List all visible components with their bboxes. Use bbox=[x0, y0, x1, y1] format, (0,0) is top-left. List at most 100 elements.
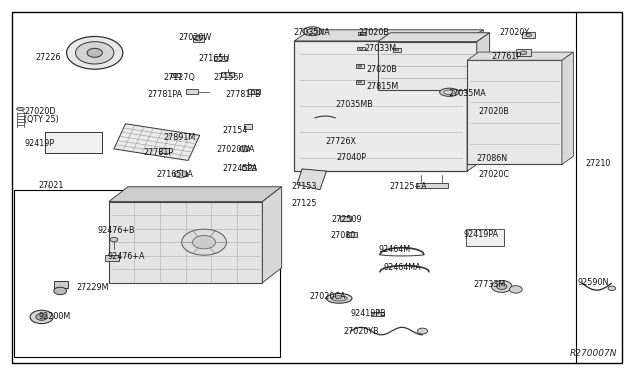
Text: 27127Q: 27127Q bbox=[164, 73, 196, 82]
Circle shape bbox=[174, 170, 187, 178]
Text: 27080: 27080 bbox=[330, 231, 355, 240]
Polygon shape bbox=[562, 52, 573, 164]
Text: 27733M: 27733M bbox=[474, 280, 506, 289]
Text: 92476+B: 92476+B bbox=[97, 226, 135, 235]
Ellipse shape bbox=[17, 108, 24, 110]
Ellipse shape bbox=[303, 27, 322, 36]
Bar bbox=[244, 124, 252, 129]
Bar bbox=[356, 80, 364, 84]
Bar bbox=[159, 148, 169, 153]
Text: 27245PA: 27245PA bbox=[223, 164, 258, 173]
Text: 27761P: 27761P bbox=[492, 52, 522, 61]
Polygon shape bbox=[467, 30, 483, 171]
Bar bbox=[45, 132, 102, 153]
Circle shape bbox=[67, 36, 123, 69]
Polygon shape bbox=[122, 132, 196, 144]
Circle shape bbox=[239, 146, 250, 152]
Text: 27229M: 27229M bbox=[77, 283, 109, 292]
Text: (QTY 25): (QTY 25) bbox=[24, 115, 59, 124]
Text: 27020B: 27020B bbox=[358, 28, 389, 37]
Text: 27125+A: 27125+A bbox=[389, 182, 427, 191]
Bar bbox=[516, 49, 531, 56]
Polygon shape bbox=[378, 33, 490, 42]
Polygon shape bbox=[297, 169, 326, 190]
Text: 27165UA: 27165UA bbox=[156, 170, 193, 179]
Circle shape bbox=[520, 51, 527, 55]
Circle shape bbox=[497, 283, 507, 289]
Circle shape bbox=[608, 286, 616, 291]
Text: 27021: 27021 bbox=[38, 181, 64, 190]
Text: 92476+A: 92476+A bbox=[108, 252, 145, 261]
Text: 27040P: 27040P bbox=[337, 153, 367, 162]
Text: 27891M: 27891M bbox=[163, 133, 195, 142]
FancyBboxPatch shape bbox=[114, 124, 200, 160]
Text: 27125: 27125 bbox=[292, 199, 317, 208]
Text: 27020D: 27020D bbox=[24, 107, 56, 116]
Bar bbox=[393, 48, 401, 52]
Bar bbox=[105, 255, 119, 261]
Bar bbox=[221, 72, 234, 77]
Text: 92419PB: 92419PB bbox=[351, 309, 387, 318]
Text: 27226: 27226 bbox=[35, 53, 61, 62]
Circle shape bbox=[395, 49, 399, 51]
Bar bbox=[378, 42, 477, 90]
Circle shape bbox=[87, 48, 102, 57]
Text: 27020YB: 27020YB bbox=[343, 327, 379, 336]
Bar bbox=[109, 202, 262, 283]
Polygon shape bbox=[151, 129, 163, 155]
Bar bbox=[54, 281, 68, 288]
Circle shape bbox=[492, 280, 512, 292]
Circle shape bbox=[110, 237, 118, 242]
Text: 27035MA: 27035MA bbox=[448, 89, 486, 98]
Circle shape bbox=[54, 287, 67, 295]
Text: 27781PA: 27781PA bbox=[147, 90, 182, 99]
Polygon shape bbox=[123, 125, 135, 150]
Bar bbox=[248, 89, 260, 94]
Circle shape bbox=[358, 65, 362, 67]
Bar bbox=[522, 32, 535, 38]
Bar bbox=[340, 216, 351, 221]
Polygon shape bbox=[467, 52, 573, 60]
Text: 27781P: 27781P bbox=[143, 148, 173, 157]
Text: 92419P: 92419P bbox=[24, 139, 54, 148]
Polygon shape bbox=[118, 141, 192, 152]
Bar bbox=[347, 232, 357, 237]
Ellipse shape bbox=[332, 296, 348, 301]
Ellipse shape bbox=[307, 29, 318, 34]
Circle shape bbox=[417, 328, 428, 334]
Polygon shape bbox=[124, 128, 198, 140]
Polygon shape bbox=[116, 145, 190, 156]
Polygon shape bbox=[109, 187, 282, 202]
Bar bbox=[358, 32, 366, 35]
Circle shape bbox=[193, 235, 216, 249]
Polygon shape bbox=[477, 33, 490, 90]
Text: 27033M: 27033M bbox=[365, 44, 397, 53]
Text: 272509: 272509 bbox=[332, 215, 362, 224]
Text: R270007N: R270007N bbox=[570, 349, 617, 358]
Polygon shape bbox=[179, 134, 191, 159]
Text: 27020W: 27020W bbox=[178, 33, 211, 42]
Text: 92464M: 92464M bbox=[379, 245, 411, 254]
Circle shape bbox=[359, 47, 363, 49]
Text: 27020B: 27020B bbox=[366, 65, 397, 74]
Circle shape bbox=[30, 310, 53, 324]
Bar bbox=[242, 165, 255, 170]
Text: 27726X: 27726X bbox=[325, 137, 356, 146]
Text: 92419PA: 92419PA bbox=[463, 230, 499, 239]
Bar bbox=[466, 229, 504, 246]
Polygon shape bbox=[160, 131, 172, 156]
Text: 27020Y: 27020Y bbox=[499, 28, 529, 37]
Polygon shape bbox=[132, 126, 144, 152]
Bar bbox=[356, 64, 364, 68]
Circle shape bbox=[76, 42, 114, 64]
Bar bbox=[416, 183, 448, 188]
Polygon shape bbox=[294, 30, 483, 41]
Ellipse shape bbox=[326, 294, 352, 303]
Text: 27815M: 27815M bbox=[366, 82, 398, 91]
Bar bbox=[186, 89, 198, 94]
Circle shape bbox=[526, 33, 531, 36]
Bar bbox=[357, 46, 365, 50]
Text: 92464MA: 92464MA bbox=[384, 263, 422, 272]
Bar bbox=[214, 56, 227, 61]
Polygon shape bbox=[170, 132, 181, 158]
